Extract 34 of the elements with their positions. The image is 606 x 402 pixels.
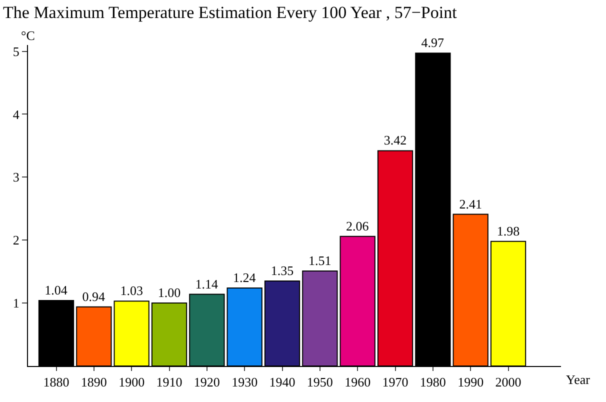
x-tick-label: 1930 bbox=[232, 374, 258, 390]
data-label: 3.42 bbox=[384, 132, 407, 148]
x-tick-label: 1900 bbox=[118, 374, 145, 390]
data-label: 1.24 bbox=[232, 270, 256, 285]
y-tick-label: 1 bbox=[12, 296, 20, 311]
x-tick-label: 1950 bbox=[306, 374, 333, 390]
y-tick-label: 4 bbox=[12, 106, 20, 122]
data-label: 1.35 bbox=[270, 263, 294, 278]
x-tick-label: 1920 bbox=[194, 374, 220, 390]
y-tick-label: 3 bbox=[12, 170, 20, 185]
data-label: 1.04 bbox=[44, 282, 68, 298]
data-label: 2.41 bbox=[459, 196, 482, 212]
x-tick-label: 1940 bbox=[269, 374, 296, 390]
x-axis-title: Year bbox=[566, 372, 591, 387]
data-label: 2.06 bbox=[346, 218, 370, 234]
x-tick-label: 2000 bbox=[495, 374, 522, 390]
data-label: 0.94 bbox=[82, 288, 106, 304]
y-tick-label: 2 bbox=[12, 232, 20, 248]
chart-title: The Maximum Temperature Estimation Every 100 Year , 57−Point bbox=[3, 2, 458, 22]
x-tick-label: 1990 bbox=[458, 374, 484, 390]
x-tick-label: 1890 bbox=[80, 374, 107, 390]
x-tick-label: 1880 bbox=[43, 374, 70, 390]
x-tick-label: 1960 bbox=[344, 374, 371, 390]
y-axis-title: °C bbox=[21, 28, 35, 43]
y-tick-label: 5 bbox=[12, 44, 20, 59]
x-tick-label: 1980 bbox=[420, 374, 446, 390]
x-tick-label: 1910 bbox=[156, 374, 182, 390]
data-label: 1.98 bbox=[496, 223, 520, 238]
data-label: 1.14 bbox=[195, 276, 219, 292]
data-label: 1.51 bbox=[308, 252, 332, 268]
data-label: 1.00 bbox=[158, 285, 181, 300]
x-tick-label: 1970 bbox=[382, 374, 408, 390]
data-label: 4.97 bbox=[421, 35, 445, 50]
data-label: 1.03 bbox=[120, 283, 143, 298]
